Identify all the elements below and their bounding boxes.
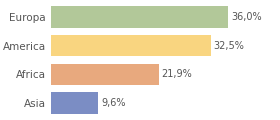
Text: 21,9%: 21,9% (162, 69, 192, 79)
Text: 32,5%: 32,5% (214, 41, 245, 51)
Text: 36,0%: 36,0% (231, 12, 262, 22)
Bar (51, 6, 228, 28)
Text: 9,6%: 9,6% (101, 98, 125, 108)
Bar (51, 64, 158, 85)
Bar (51, 35, 211, 56)
Bar (51, 92, 98, 114)
